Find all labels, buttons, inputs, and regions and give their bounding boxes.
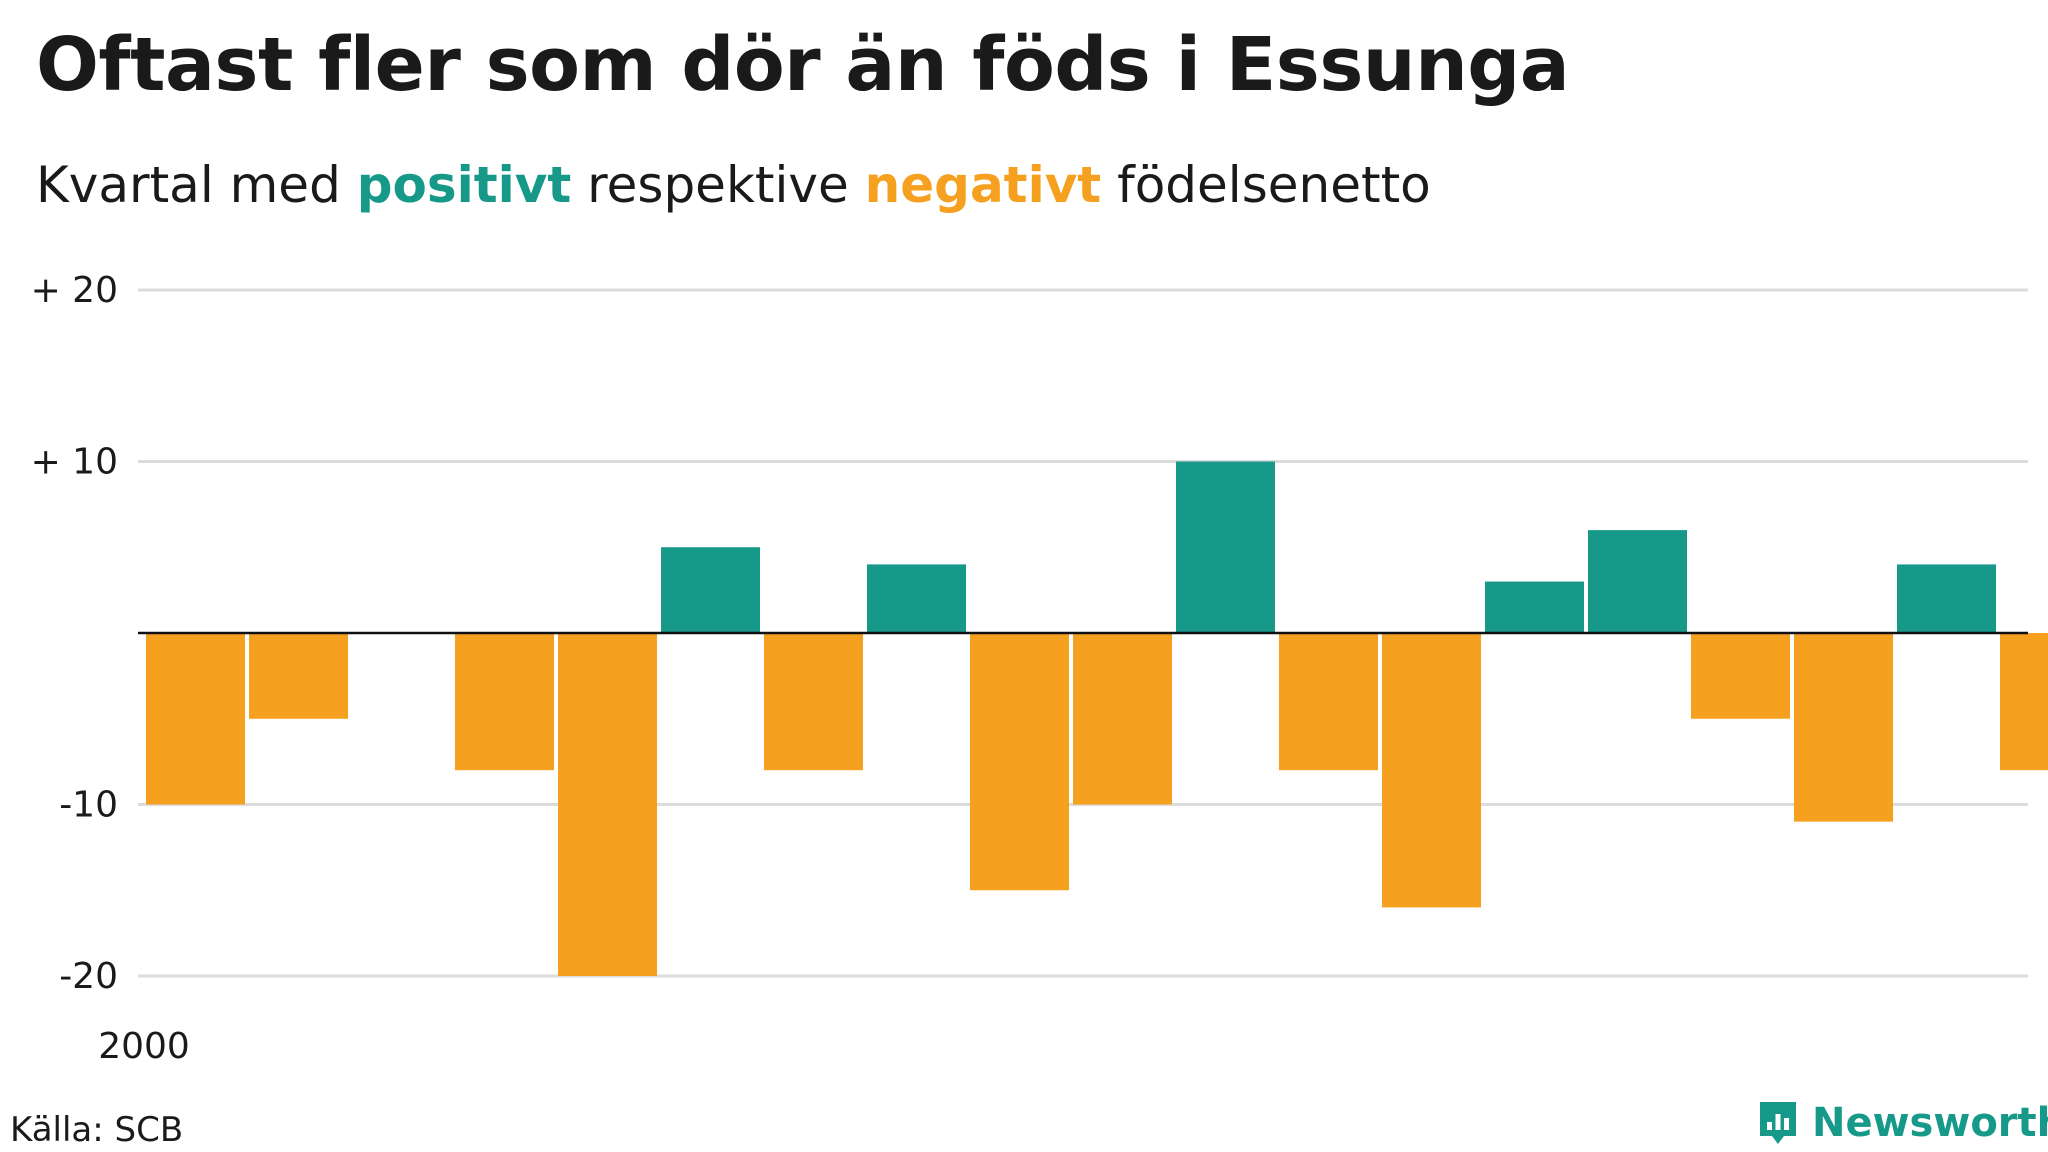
bar: [661, 547, 760, 633]
bar: [1588, 530, 1687, 633]
chart-subtitle: Kvartal med positivt respektive negativt…: [36, 156, 1431, 214]
bar: [1485, 581, 1584, 633]
subtitle-text-after: födelsenetto: [1101, 156, 1431, 214]
brand-logo: Newsworthy: [1756, 1098, 2048, 1148]
bar: [1176, 461, 1275, 633]
bar: [764, 633, 863, 771]
bar: [2000, 633, 2048, 771]
source-note: Källa: SCB: [10, 1110, 184, 1150]
subtitle-text-before: Kvartal med: [36, 156, 357, 214]
bar: [146, 633, 245, 805]
x-tick-label: 2000: [98, 1026, 190, 1067]
bar: [1382, 633, 1481, 908]
bar: [970, 633, 1069, 891]
newsworthy-logo-icon: [1760, 1102, 1796, 1144]
bar: [1794, 633, 1893, 822]
chart-title: Oftast fler som dör än föds i Essunga: [36, 22, 1570, 108]
subtitle-negative-label: negativt: [864, 156, 1102, 214]
bar: [1691, 633, 1790, 719]
y-tick-label: + 10: [31, 442, 118, 483]
bar: [1279, 633, 1378, 771]
bar: [249, 633, 348, 719]
subtitle-positive-label: positivt: [356, 156, 572, 214]
y-tick-label: -20: [59, 956, 118, 997]
brand-name: Newsworthy: [1812, 1100, 2048, 1146]
bar: [1897, 564, 1996, 633]
bar: [455, 633, 554, 771]
bar: [867, 564, 966, 633]
y-tick-label: -10: [59, 785, 118, 826]
subtitle-text-middle: respektive: [571, 156, 865, 214]
y-tick-label: + 20: [31, 270, 118, 311]
bar: [1073, 633, 1172, 805]
bar: [558, 633, 657, 976]
